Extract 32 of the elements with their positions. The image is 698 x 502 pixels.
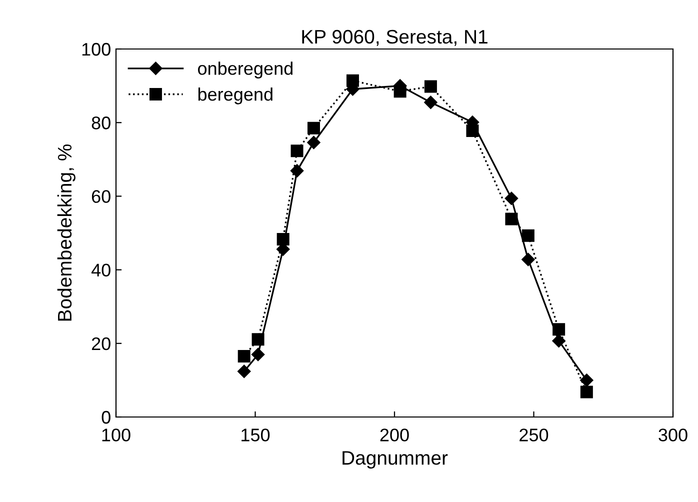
point: [307, 136, 320, 150]
x-tick-label: 300: [658, 428, 688, 442]
point: [290, 144, 304, 158]
y-tick-label: 60: [92, 190, 110, 203]
legend-label: onberegend: [198, 62, 292, 78]
y-tick-label: 100: [82, 42, 110, 56]
point: [238, 364, 251, 378]
point: [424, 96, 438, 109]
point: [504, 192, 518, 205]
x-tick-label: 250: [520, 428, 548, 442]
point: [251, 348, 265, 362]
point: [522, 229, 534, 242]
y-tick-label: 20: [92, 337, 110, 350]
legend-label: beregend: [198, 88, 272, 104]
point: [424, 80, 437, 93]
x-tick-label: 150: [242, 428, 270, 442]
y-axis-title: Bodembedekking, %: [57, 144, 76, 321]
point: [505, 212, 518, 226]
point: [580, 374, 594, 387]
chart-title: KP 9060, Seresta, N1: [302, 30, 488, 46]
point: [580, 386, 593, 398]
y-tick-label: 80: [92, 116, 110, 130]
point: [522, 252, 535, 266]
point: [307, 122, 320, 134]
y-tick-label: 0: [102, 410, 110, 424]
y-tick-label: 40: [91, 264, 110, 277]
point: [238, 350, 250, 363]
x-tick-label: 200: [380, 428, 409, 442]
x-tick-label: 100: [102, 428, 130, 442]
point: [552, 334, 566, 348]
point: [290, 164, 304, 178]
x-axis-title: Dagnummer: [342, 451, 448, 469]
